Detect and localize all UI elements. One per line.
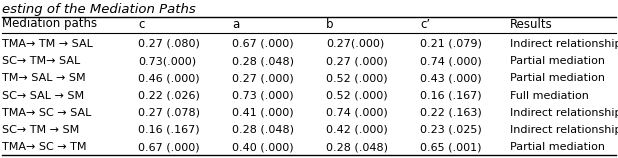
Text: Partial mediation: Partial mediation [510,73,605,83]
Text: Mediation paths: Mediation paths [2,18,97,30]
Text: 0.40 (.000): 0.40 (.000) [232,142,294,152]
Text: TMA→ SC → TM: TMA→ SC → TM [2,142,87,152]
Text: 0.28 (.048): 0.28 (.048) [232,56,294,66]
Text: 0.42 (.000): 0.42 (.000) [326,125,387,135]
Text: 0.52 (.000): 0.52 (.000) [326,91,387,101]
Text: SC→ TM → SM: SC→ TM → SM [2,125,79,135]
Text: c’: c’ [420,18,430,30]
Text: 0.23 (.025): 0.23 (.025) [420,125,482,135]
Text: TM→ SAL → SM: TM→ SAL → SM [2,73,86,83]
Text: SC→ SAL → SM: SC→ SAL → SM [2,91,84,101]
Text: TMA→ TM → SAL: TMA→ TM → SAL [2,39,93,49]
Text: esting of the Mediation Paths: esting of the Mediation Paths [2,3,196,16]
Text: 0.21 (.079): 0.21 (.079) [420,39,482,49]
Text: 0.43 (.000): 0.43 (.000) [420,73,481,83]
Text: Partial mediation: Partial mediation [510,142,605,152]
Text: 0.65 (.001): 0.65 (.001) [420,142,481,152]
Text: Indirect relationship: Indirect relationship [510,39,618,49]
Text: 0.28 (.048): 0.28 (.048) [326,142,388,152]
Text: 0.27(.000): 0.27(.000) [326,39,384,49]
Text: 0.73 (.000): 0.73 (.000) [232,91,294,101]
Text: 0.27 (.078): 0.27 (.078) [138,108,200,118]
Text: SC→ TM→ SAL: SC→ TM→ SAL [2,56,80,66]
Text: 0.27 (.000): 0.27 (.000) [232,73,294,83]
Text: TMA→ SC → SAL: TMA→ SC → SAL [2,108,91,118]
Text: 0.28 (.048): 0.28 (.048) [232,125,294,135]
Text: Partial mediation: Partial mediation [510,56,605,66]
Text: 0.22 (.026): 0.22 (.026) [138,91,200,101]
Text: 0.73(.000): 0.73(.000) [138,56,196,66]
Text: 0.16 (.167): 0.16 (.167) [138,125,200,135]
Text: Indirect relationship: Indirect relationship [510,108,618,118]
Text: 0.46 (.000): 0.46 (.000) [138,73,200,83]
Text: 0.22 (.163): 0.22 (.163) [420,108,482,118]
Text: 0.27 (.080): 0.27 (.080) [138,39,200,49]
Text: c: c [138,18,145,30]
Text: 0.74 (.000): 0.74 (.000) [326,108,387,118]
Text: 0.16 (.167): 0.16 (.167) [420,91,481,101]
Text: 0.27 (.000): 0.27 (.000) [326,56,387,66]
Text: Indirect relationship: Indirect relationship [510,125,618,135]
Text: Results: Results [510,18,552,30]
Text: 0.52 (.000): 0.52 (.000) [326,73,387,83]
Text: 0.67 (.000): 0.67 (.000) [232,39,294,49]
Text: 0.67 (.000): 0.67 (.000) [138,142,200,152]
Text: Full mediation: Full mediation [510,91,589,101]
Text: 0.74 (.000): 0.74 (.000) [420,56,482,66]
Text: 0.41 (.000): 0.41 (.000) [232,108,294,118]
Text: b: b [326,18,334,30]
Text: a: a [232,18,239,30]
